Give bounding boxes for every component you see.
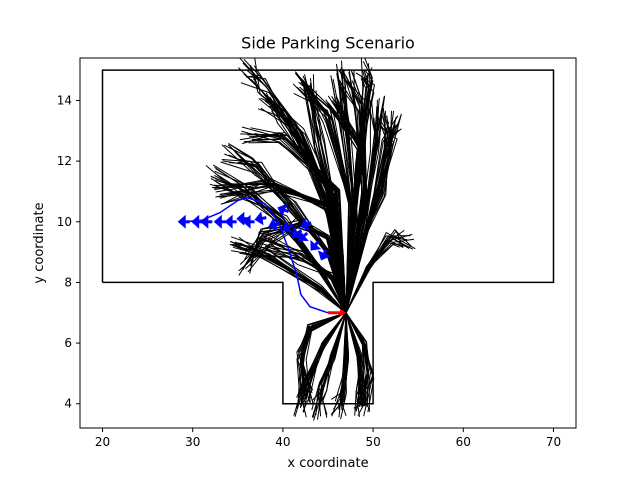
final-path-arrow xyxy=(268,217,281,231)
explored-path xyxy=(225,189,347,313)
start-pose xyxy=(328,308,347,317)
y-tick-label: 10 xyxy=(57,215,72,229)
explored-path xyxy=(261,249,347,313)
explored-path xyxy=(345,69,365,313)
x-tick-label: 50 xyxy=(365,435,380,449)
final-path-arrow xyxy=(200,214,213,229)
final-path xyxy=(177,196,331,314)
explored-path xyxy=(345,96,385,313)
x-axis: 20 30 40 50 60 70 xyxy=(95,428,561,449)
final-path-arrow xyxy=(254,211,267,226)
explored-path xyxy=(223,144,347,313)
explored-path xyxy=(325,99,358,313)
explored-path xyxy=(241,126,347,313)
x-tick-label: 20 xyxy=(95,435,110,449)
explored-path xyxy=(260,107,347,313)
y-tick-label: 8 xyxy=(64,275,72,289)
explored-path xyxy=(345,116,397,313)
start-pose-head xyxy=(340,308,347,317)
parking-boundary xyxy=(101,69,555,405)
y-tick-label: 4 xyxy=(64,397,72,411)
explored-paths xyxy=(205,58,416,421)
boundary-line xyxy=(101,69,555,405)
x-tick-label: 40 xyxy=(275,435,290,449)
final-path-arrow xyxy=(224,214,237,229)
explored-path xyxy=(231,250,347,314)
final-path-arrow xyxy=(310,239,322,251)
explored-path xyxy=(320,312,347,418)
plot-frame xyxy=(79,57,577,429)
explored-path xyxy=(220,182,347,313)
y-tick-label: 6 xyxy=(64,336,72,350)
explored-path xyxy=(297,312,347,407)
explored-path xyxy=(270,247,347,313)
explored-path xyxy=(345,238,415,314)
explored-path xyxy=(345,312,364,398)
explored-path xyxy=(335,97,361,313)
explored-path xyxy=(345,312,369,408)
explored-path xyxy=(235,152,347,313)
y-tick-label: 14 xyxy=(57,93,72,107)
explored-path xyxy=(250,223,347,313)
x-tick-label: 30 xyxy=(185,435,200,449)
explored-path xyxy=(225,183,347,313)
explored-path xyxy=(230,240,347,314)
explored-path xyxy=(301,312,347,399)
final-path-line xyxy=(183,196,329,314)
final-path-arrow xyxy=(177,214,190,229)
explored-path xyxy=(338,312,349,418)
explored-path xyxy=(317,312,347,417)
explored-path xyxy=(252,131,347,313)
chart-title: Side Parking Scenario xyxy=(241,34,415,53)
explored-path xyxy=(239,242,347,314)
explored-path xyxy=(345,312,374,417)
final-path-arrow xyxy=(299,217,312,231)
x-axis-label: x coordinate xyxy=(287,456,368,471)
final-path-arrow xyxy=(277,203,290,217)
explored-path xyxy=(242,226,347,313)
final-path-arrow xyxy=(318,249,331,261)
x-tick-label: 60 xyxy=(456,435,471,449)
explored-path xyxy=(311,312,347,402)
explored-path xyxy=(262,235,347,314)
explored-path xyxy=(345,236,401,314)
y-tick-label: 12 xyxy=(57,154,72,168)
explored-path xyxy=(340,312,347,420)
explored-path xyxy=(214,184,347,314)
explored-path xyxy=(249,135,347,313)
final-path-arrow xyxy=(282,220,294,233)
explored-path xyxy=(313,312,347,421)
explored-path xyxy=(340,67,368,313)
explored-path xyxy=(345,127,391,313)
x-tick-label: 70 xyxy=(546,435,561,449)
explored-path xyxy=(345,312,365,403)
y-axis-label: y coordinate xyxy=(32,202,47,283)
final-path-arrow xyxy=(298,230,309,241)
final-path-arrow xyxy=(242,214,255,229)
explored-path xyxy=(327,102,363,313)
y-axis: 4 6 8 10 12 14 xyxy=(57,93,80,411)
